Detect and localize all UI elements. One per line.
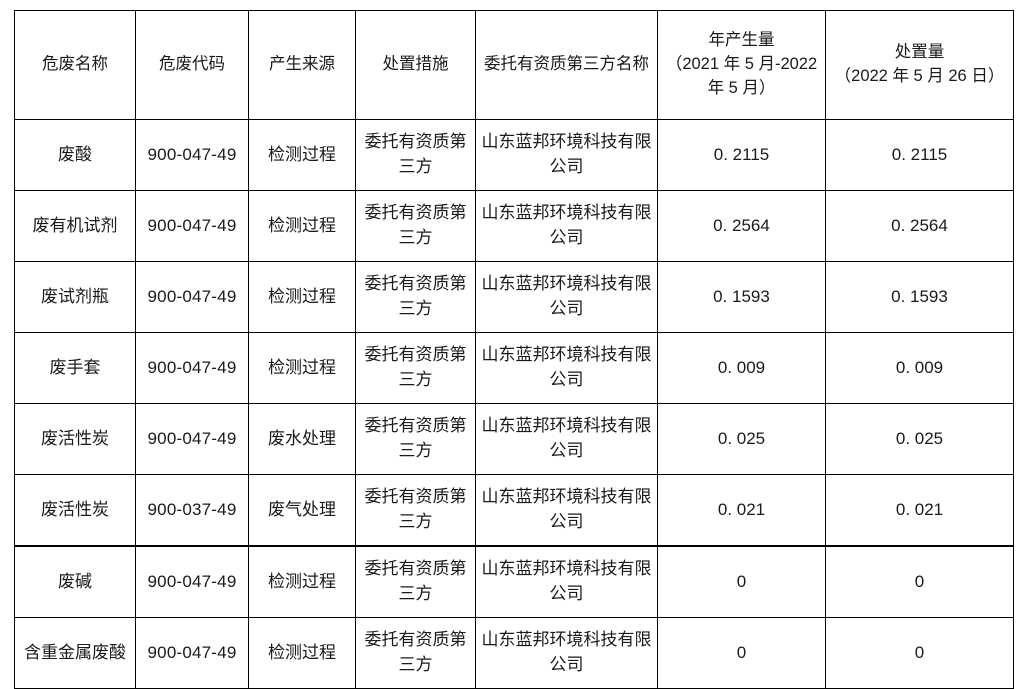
column-header-main-dispose: 处置量: [894, 43, 945, 62]
cell-code: 900-037-49: [135, 474, 249, 547]
cell-dispose: 0. 2564: [825, 190, 1014, 262]
cell-third: 山东蓝邦环境科技有限公司: [475, 190, 658, 262]
column-header-sub-dispose: （2022 年 5 月 26 日）: [834, 67, 1005, 85]
table-row: 废酸 900-047-49 检测过程 委托有资质第三方 山东蓝邦环境科技有限公司 0. 2…: [14, 119, 1014, 191]
cell-name: 废活性炭: [14, 403, 136, 475]
cell-third: 山东蓝邦环境科技有限公司: [475, 403, 658, 475]
cell-measure: 委托有资质第三方: [355, 545, 476, 618]
cell-measure: 委托有资质第三方: [355, 332, 476, 404]
cell-third: 山东蓝邦环境科技有限公司: [475, 332, 658, 404]
cell-amount: 0: [657, 545, 826, 618]
cell-name: 废活性炭: [14, 474, 136, 547]
cell-code: 900-047-49: [135, 545, 249, 618]
table-row: 废活性炭 900-047-49 废水处理 委托有资质第三方 山东蓝邦环境科技有限公司 0.…: [14, 403, 1014, 475]
cell-code: 900-047-49: [135, 617, 249, 689]
column-header-code: 危废代码: [135, 10, 249, 120]
table-row: 废碱 900-047-49 检测过程 委托有资质第三方 山东蓝邦环境科技有限公司 0 0: [14, 545, 1014, 618]
cell-code: 900-047-49: [135, 403, 249, 475]
column-header-main-measure: 处置措施: [382, 55, 449, 74]
cell-name: 废手套: [14, 332, 136, 404]
column-header-amount: 年产生量 （2021 年 5 月-2022 年 5 月）: [657, 10, 826, 120]
table-row: 废试剂瓶 900-047-49 检测过程 委托有资质第三方 山东蓝邦环境科技有限公司 0.…: [14, 261, 1014, 333]
cell-name: 废试剂瓶: [14, 261, 136, 333]
cell-source: 检测过程: [248, 545, 356, 618]
cell-name: 含重金属废酸: [14, 617, 136, 689]
cell-code: 900-047-49: [135, 119, 249, 191]
page-root: 危废名称 危废代码 产生来源 处置措施 委托有资质第三方名称 年产生量 （2021 年 5 …: [14, 10, 1014, 689]
cell-third: 山东蓝邦环境科技有限公司: [475, 119, 658, 191]
column-header-sub-amount: （2021 年 5 月-2022 年 5 月）: [665, 55, 818, 97]
cell-dispose: 0. 021: [825, 474, 1014, 547]
cell-code: 900-047-49: [135, 190, 249, 262]
cell-name: 废酸: [14, 119, 136, 191]
cell-amount: 0: [657, 617, 826, 689]
cell-dispose: 0: [825, 617, 1014, 689]
table-row: 废有机试剂 900-047-49 检测过程 委托有资质第三方 山东蓝邦环境科技有限公司 0…: [14, 190, 1014, 262]
cell-source: 废气处理: [248, 474, 356, 547]
cell-source: 检测过程: [248, 119, 356, 191]
cell-amount: 0. 2564: [657, 190, 826, 262]
cell-code: 900-047-49: [135, 332, 249, 404]
cell-third: 山东蓝邦环境科技有限公司: [475, 474, 658, 547]
cell-third: 山东蓝邦环境科技有限公司: [475, 617, 658, 689]
column-header-name: 危废名称: [14, 10, 136, 120]
cell-source: 检测过程: [248, 190, 356, 262]
cell-amount: 0. 1593: [657, 261, 826, 333]
table-row: 含重金属废酸 900-047-49 检测过程 委托有资质第三方 山东蓝邦环境科技有限公司…: [14, 617, 1014, 689]
column-header-source: 产生来源: [248, 10, 356, 120]
table-row: 废活性炭 900-037-49 废气处理 委托有资质第三方 山东蓝邦环境科技有限公司 0.…: [14, 474, 1014, 547]
column-header-dispose: 处置量 （2022 年 5 月 26 日）: [825, 10, 1014, 120]
table-header-row: 危废名称 危废代码 产生来源 处置措施 委托有资质第三方名称 年产生量 （2021 年 5 …: [14, 10, 1014, 120]
hazardous-waste-table-wrapper: 危废名称 危废代码 产生来源 处置措施 委托有资质第三方名称 年产生量 （2021 年 5 …: [14, 10, 1014, 689]
cell-third: 山东蓝邦环境科技有限公司: [475, 261, 658, 333]
cell-source: 检测过程: [248, 617, 356, 689]
cell-source: 废水处理: [248, 403, 356, 475]
cell-amount: 0. 009: [657, 332, 826, 404]
cell-dispose: 0: [825, 545, 1014, 618]
column-header-main-third: 委托有资质第三方名称: [484, 55, 649, 74]
column-header-third: 委托有资质第三方名称: [475, 10, 658, 120]
cell-measure: 委托有资质第三方: [355, 474, 476, 547]
cell-amount: 0. 025: [657, 403, 826, 475]
cell-code: 900-047-49: [135, 261, 249, 333]
cell-name: 废碱: [14, 545, 136, 618]
cell-name: 废有机试剂: [14, 190, 136, 262]
cell-third: 山东蓝邦环境科技有限公司: [475, 545, 658, 618]
cell-dispose: 0. 009: [825, 332, 1014, 404]
cell-amount: 0. 021: [657, 474, 826, 547]
column-header-main-code: 危废代码: [159, 55, 225, 74]
cell-amount: 0. 2115: [657, 119, 826, 191]
column-header-main-amount: 年产生量: [708, 31, 775, 50]
cell-measure: 委托有资质第三方: [355, 261, 476, 333]
cell-measure: 委托有资质第三方: [355, 190, 476, 262]
cell-dispose: 0. 025: [825, 403, 1014, 475]
cell-source: 检测过程: [248, 261, 356, 333]
column-header-measure: 处置措施: [355, 10, 476, 120]
cell-measure: 委托有资质第三方: [355, 403, 476, 475]
table-body: 危废名称 危废代码 产生来源 处置措施 委托有资质第三方名称 年产生量 （2021 年 5 …: [14, 10, 1014, 689]
cell-measure: 委托有资质第三方: [355, 617, 476, 689]
cell-dispose: 0. 2115: [825, 119, 1014, 191]
column-header-main-source: 产生来源: [269, 55, 335, 74]
hazardous-waste-table: 危废名称 危废代码 产生来源 处置措施 委托有资质第三方名称 年产生量 （2021 年 5 …: [14, 10, 1014, 689]
cell-source: 检测过程: [248, 332, 356, 404]
column-header-main-name: 危废名称: [42, 55, 108, 74]
table-row: 废手套 900-047-49 检测过程 委托有资质第三方 山东蓝邦环境科技有限公司 0. …: [14, 332, 1014, 404]
cell-dispose: 0. 1593: [825, 261, 1014, 333]
cell-measure: 委托有资质第三方: [355, 119, 476, 191]
